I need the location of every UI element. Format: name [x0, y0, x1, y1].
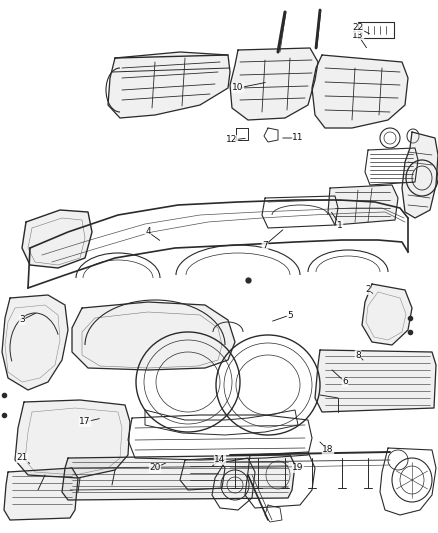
Text: 12: 12 — [226, 135, 238, 144]
Text: 20: 20 — [149, 464, 161, 472]
Text: 8: 8 — [355, 351, 361, 359]
Text: 4: 4 — [145, 228, 151, 237]
Polygon shape — [22, 210, 92, 268]
Text: 11: 11 — [292, 133, 304, 142]
Text: 2: 2 — [365, 286, 371, 295]
Polygon shape — [328, 185, 398, 225]
Text: 21: 21 — [16, 454, 28, 463]
Text: 5: 5 — [287, 311, 293, 319]
Text: 1: 1 — [337, 221, 343, 230]
Polygon shape — [230, 48, 318, 120]
Polygon shape — [312, 55, 408, 128]
Polygon shape — [402, 132, 438, 218]
Polygon shape — [72, 302, 235, 370]
Text: 3: 3 — [19, 316, 25, 325]
Text: 17: 17 — [79, 417, 91, 426]
Polygon shape — [15, 400, 130, 478]
Polygon shape — [4, 468, 78, 520]
Text: 14: 14 — [214, 456, 226, 464]
Polygon shape — [108, 52, 230, 118]
Polygon shape — [62, 455, 295, 500]
Polygon shape — [315, 350, 436, 412]
Text: 19: 19 — [292, 464, 304, 472]
Polygon shape — [2, 295, 68, 390]
Text: 10: 10 — [232, 84, 244, 93]
Text: 13: 13 — [352, 30, 364, 39]
Polygon shape — [362, 284, 412, 345]
Text: 6: 6 — [342, 377, 348, 386]
Text: 22: 22 — [353, 23, 364, 33]
Text: 7: 7 — [262, 240, 268, 249]
Text: 18: 18 — [322, 446, 334, 455]
